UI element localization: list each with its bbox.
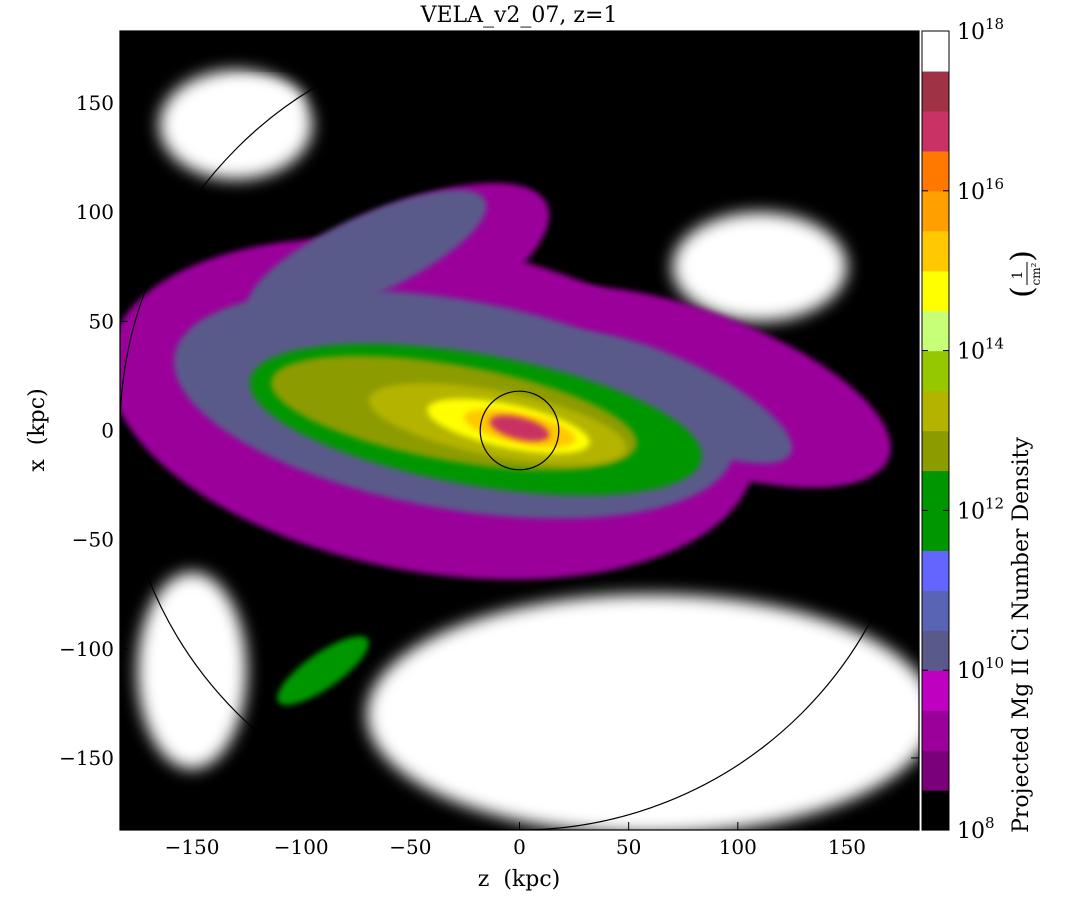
colorbar-tick-label: 1010 bbox=[957, 654, 1004, 684]
colorbar-unit-denominator: cm² bbox=[1029, 262, 1043, 285]
x-tick-label: 100 bbox=[719, 835, 757, 859]
y-axis-label: x (kpc) bbox=[25, 388, 50, 471]
colorbar-segment bbox=[922, 231, 949, 272]
colorbar-tick-label: 1012 bbox=[957, 494, 1004, 524]
chart-title: VELA_v2_07, z=1 bbox=[420, 3, 618, 28]
colorbar-unit-paren-open: ( bbox=[1005, 286, 1040, 298]
y-tick-label: 100 bbox=[76, 200, 114, 224]
y-tick-label: −50 bbox=[72, 528, 114, 552]
colorbar-segment bbox=[922, 271, 949, 312]
colorbar-segment bbox=[922, 550, 949, 591]
plot-area bbox=[81, 31, 934, 834]
y-tick-label: 150 bbox=[76, 91, 114, 115]
x-tick-label: 0 bbox=[513, 835, 526, 859]
colorbar-tick-label: 1016 bbox=[957, 175, 1004, 205]
colorbar-segment bbox=[922, 710, 949, 751]
colorbar-tick-label: 1018 bbox=[957, 15, 1004, 45]
void-region-1 bbox=[367, 594, 935, 834]
colorbar-tick-label: 108 bbox=[957, 814, 995, 844]
colorbar-segment bbox=[922, 71, 949, 112]
colorbar-segment bbox=[922, 590, 949, 631]
colorbar-tick-label: 1014 bbox=[957, 335, 1004, 365]
colorbar-segment bbox=[922, 311, 949, 352]
x-tick-label: 150 bbox=[828, 835, 866, 859]
colorbar-unit-paren-close: ) bbox=[1005, 250, 1040, 262]
colorbar-segment bbox=[922, 790, 949, 831]
colorbar-unit-numerator: 1 bbox=[1010, 271, 1026, 280]
colorbar-segment bbox=[922, 111, 949, 152]
colorbar-segment bbox=[922, 510, 949, 551]
colorbar-segment bbox=[922, 31, 949, 72]
void-region-4 bbox=[137, 572, 246, 768]
y-tick-label: −100 bbox=[59, 637, 114, 661]
x-tick-label: −50 bbox=[389, 835, 431, 859]
x-axis-label: z (kpc) bbox=[478, 867, 560, 892]
y-tick-label: −150 bbox=[59, 746, 114, 770]
colorbar-segment bbox=[922, 670, 949, 711]
colorbar-title: Projected Mg II Ci Number Density ( 1 cm… bbox=[1005, 250, 1043, 833]
colorbar-segment bbox=[922, 351, 949, 392]
y-tick-label: 0 bbox=[101, 419, 114, 443]
colorbar-segment bbox=[922, 470, 949, 511]
colorbar-segment bbox=[922, 630, 949, 671]
x-tick-label: 50 bbox=[616, 835, 641, 859]
x-tick-label: −100 bbox=[274, 835, 329, 859]
colorbar-label: Projected Mg II Ci Number Density bbox=[1009, 437, 1034, 833]
colorbar: 108 1010 1012 1014 1016 1018 bbox=[922, 15, 1004, 844]
colorbar-segment bbox=[922, 191, 949, 232]
colorbar-segment bbox=[922, 431, 949, 472]
x-tick-label: −150 bbox=[165, 835, 220, 859]
y-tick-label: 50 bbox=[89, 309, 114, 333]
colorbar-segment bbox=[922, 151, 949, 192]
colorbar-segment bbox=[922, 750, 949, 791]
void-region-2 bbox=[672, 212, 847, 321]
colorbar-segment bbox=[922, 391, 949, 432]
void-region-5 bbox=[214, 81, 301, 125]
